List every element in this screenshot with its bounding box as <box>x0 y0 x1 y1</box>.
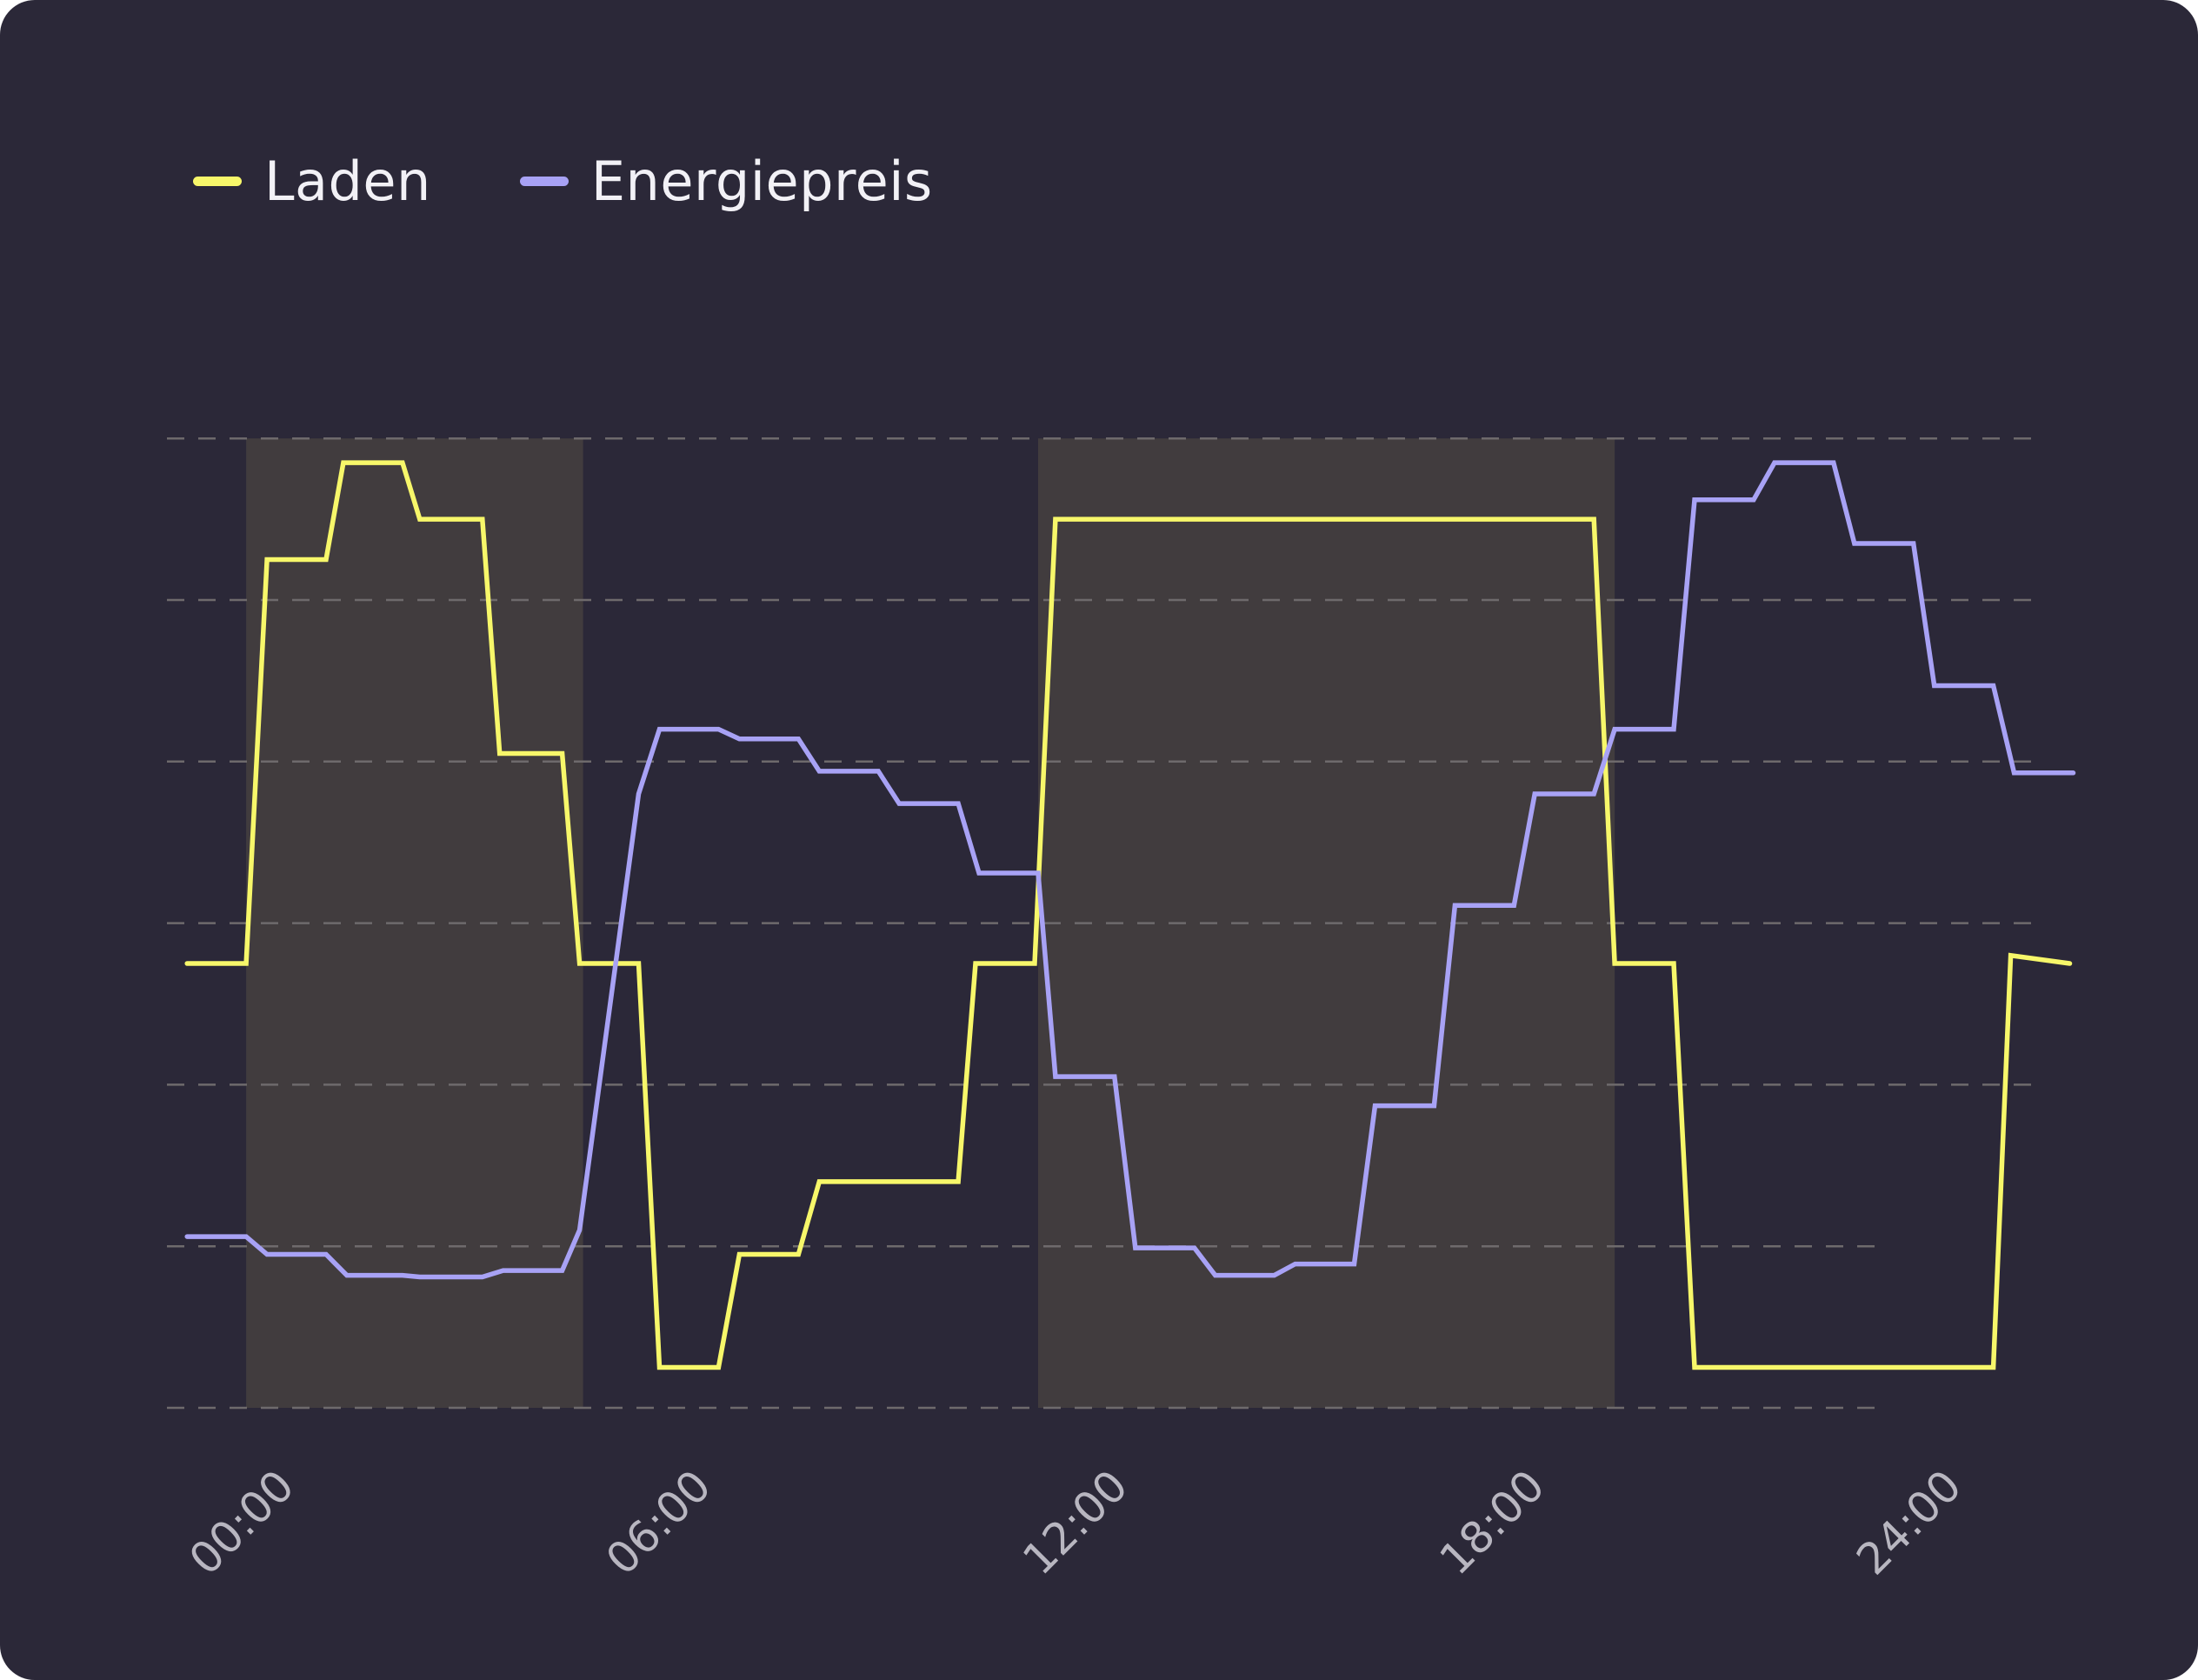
legend-item-energiepreis[interactable]: Energiepreis <box>519 150 933 213</box>
x-tick-labels: 00:00 06:00 12:00 18:00 24:00 <box>180 1460 1972 1584</box>
x-tick-label: 00:00 <box>180 1460 304 1584</box>
series-lines <box>184 460 2076 1370</box>
legend-label-energiepreis: Energiepreis <box>590 150 933 213</box>
x-tick-label: 12:00 <box>1013 1460 1137 1584</box>
x-tick-label: 24:00 <box>1847 1460 1971 1584</box>
series-line-energiepreis[interactable] <box>184 460 2076 1280</box>
x-tick-label: 06:00 <box>596 1460 721 1584</box>
legend: Laden Energiepreis <box>193 150 1022 213</box>
gridlines <box>167 437 2035 1410</box>
legend-label-laden: Laden <box>264 150 431 213</box>
legend-item-laden[interactable]: Laden <box>193 150 431 213</box>
x-tick-label: 18:00 <box>1430 1460 1555 1584</box>
series-line-laden[interactable] <box>184 460 2073 1370</box>
legend-swatch-energiepreis <box>519 177 569 186</box>
legend-swatch-laden <box>193 177 242 186</box>
